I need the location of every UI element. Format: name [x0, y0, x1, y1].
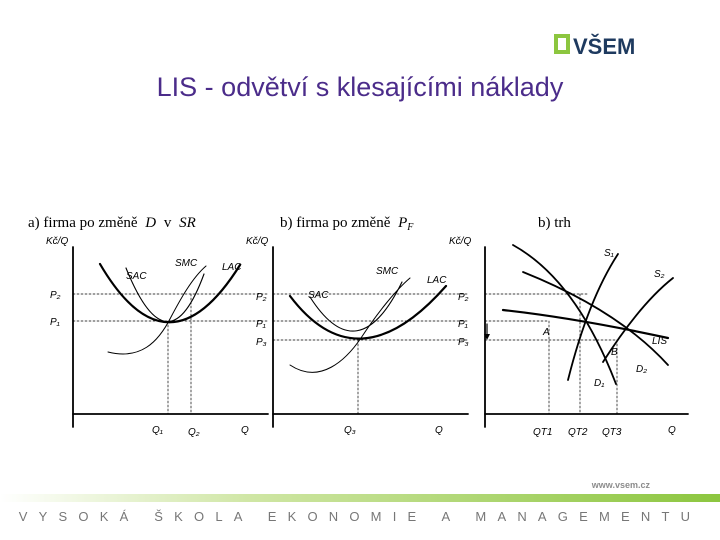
panel-c-p2-label: P₂ [458, 292, 469, 303]
panel-a-sac-label: SAC [126, 271, 147, 282]
footer-url: www.vsem.cz [591, 480, 650, 490]
panel-c-qt2-label: QT2 [568, 427, 588, 438]
panel-c-caption: b) trh [538, 215, 571, 231]
panel-a-caption: a) firma po změně [28, 215, 138, 231]
panel-a-x-label: Q [241, 425, 249, 436]
panel-c-p3-label: P₃ [458, 337, 469, 348]
panel-b-smc-label: SMC [376, 266, 399, 277]
panel-c-d2-label: D₂ [636, 364, 647, 375]
panel-c-s1-label: S₁ [604, 248, 614, 259]
panel-b-x-label: Q [435, 425, 443, 436]
panel-c-d1-curve [512, 244, 617, 385]
panel-c-s2-curve [602, 277, 674, 363]
panel-c-qt1-label: QT1 [533, 427, 552, 438]
logo-text: VŠEM [573, 34, 635, 59]
panel-a-lac-curve [98, 262, 242, 324]
panel-c: b) trh Kč/Q S₁ S₂ LIS D₂ D₁ A B P₂ P₁ P₃ [449, 215, 689, 438]
svg-text:a) firma po změně D: a) firma po změně D v SR [28, 215, 196, 231]
svg-text:b) firma po změně PF: b) firma po změně PF [280, 215, 414, 233]
panel-a-ylabel: Kč/Q [46, 236, 68, 247]
panel-c-d2-curve [522, 271, 669, 366]
panel-c-point-a-label: A [542, 327, 550, 338]
footer-school-name: VYSOKÁ ŠKOLA EKONOMIE A MANAGEMENTU [18, 509, 702, 524]
vsem-logo: VŠEM [554, 34, 635, 59]
panel-a-q1-label: Q₁ [152, 425, 163, 436]
panel-b-sac-curve [309, 281, 403, 332]
panel-b-p3-label: P₃ [256, 337, 267, 348]
panel-b-p2-label: P₂ [256, 292, 267, 303]
panel-b-ylabel: Kč/Q [246, 236, 268, 247]
panel-b-lac-curve [288, 284, 448, 340]
panel-c-point-b-label: B [611, 347, 618, 358]
panel-a-p2-label: P₂ [50, 290, 61, 301]
panel-c-lis-label: LIS [652, 336, 667, 347]
panel-a-q2-label: Q₂ [188, 427, 200, 438]
panel-a: a) firma po změně D v SR Kč/Q SMC LAC SA… [28, 215, 269, 438]
panel-c-arrow-head-icon [484, 334, 490, 340]
panel-b-caption: b) firma po změně [280, 215, 391, 231]
panel-b-smc-curve [289, 277, 411, 373]
panel-c-p1-label: P₁ [458, 319, 468, 330]
panel-c-ylabel: Kč/Q [449, 236, 471, 247]
panel-a-lac-label: LAC [222, 262, 242, 273]
panel-c-qt3-label: QT3 [602, 427, 622, 438]
panel-a-sac-curve [125, 267, 205, 323]
panel-b-p1-label: P₁ [256, 319, 266, 330]
lis-diagram: a) firma po změně D v SR Kč/Q SMC LAC SA… [28, 215, 689, 438]
panel-a-smc-label: SMC [175, 258, 198, 269]
panel-c-d1-label: D₁ [594, 378, 604, 389]
panel-b-lac-label: LAC [427, 275, 447, 286]
panel-a-smc-curve [107, 265, 207, 355]
panel-c-s2-label: S₂ [654, 269, 665, 280]
panel-c-lis-curve [501, 308, 670, 340]
panel-b-q3-label: Q₃ [344, 425, 356, 436]
panel-a-p1-label: P₁ [50, 317, 60, 328]
page-title: LIS - odvětví s klesajícími náklady [156, 72, 564, 102]
panel-b: b) firma po změně PF Kč/Q SMC LAC SAC P₂… [246, 215, 469, 436]
panel-b-sac-label: SAC [308, 290, 329, 301]
panel-c-s1-curve [567, 253, 619, 381]
footer-band [0, 494, 720, 502]
panel-c-x-label: Q [668, 425, 676, 436]
